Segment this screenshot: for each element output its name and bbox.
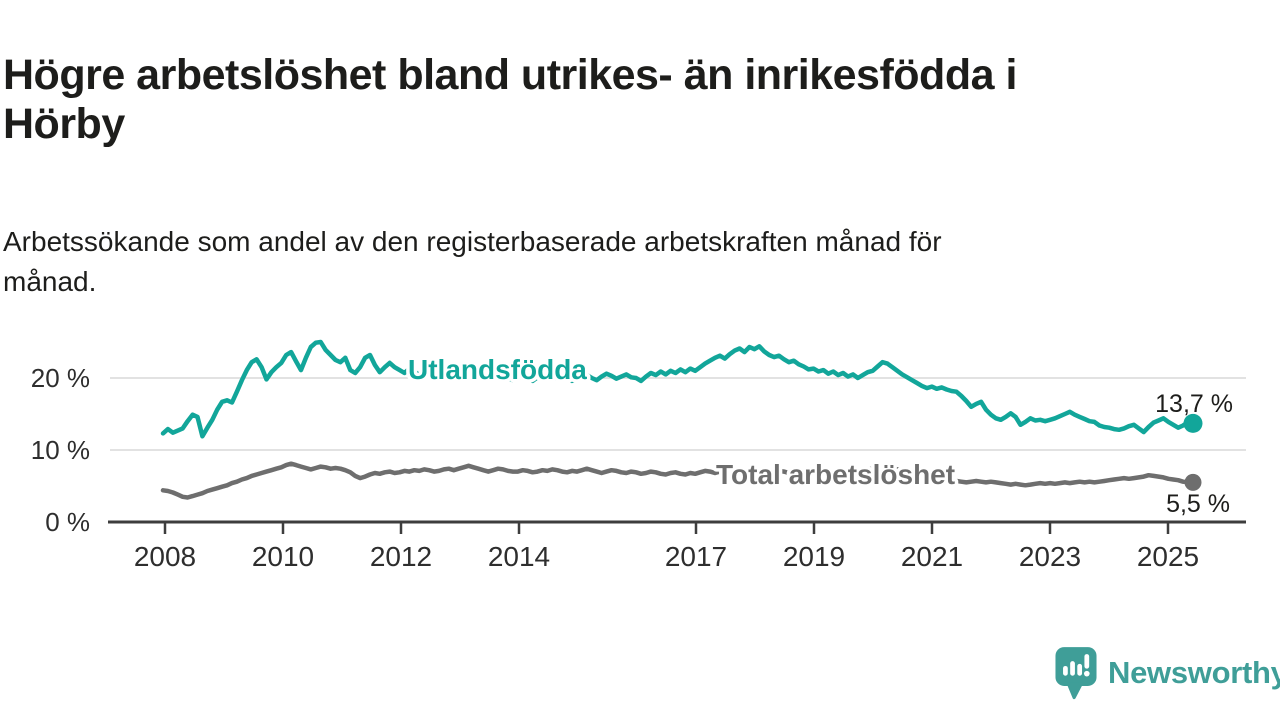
logo-bar-1 (1063, 665, 1068, 676)
x-axis: 2008 2010 2012 2014 2017 2019 2021 2023 2025 (108, 520, 1246, 572)
utlandsfodda-series-label: Utlandsfödda (408, 354, 587, 385)
x-axis-label-2010: 2010 (252, 541, 314, 572)
utlandsfodda-end-dot (1183, 413, 1203, 433)
page-subtitle-line-1: Arbetssökande som andel av den registerb… (3, 226, 942, 257)
logo-bar-2 (1070, 661, 1075, 676)
x-axis-label-2019: 2019 (783, 541, 845, 572)
page-title: Högre arbetslöshet bland utrikes- än inr… (3, 51, 1223, 149)
x-axis-label-2021: 2021 (901, 541, 963, 572)
page-title-line-2: Hörby (3, 99, 125, 148)
total-arbetsloshet-line (160, 461, 1196, 500)
y-axis-label-0: 0 % (45, 507, 90, 537)
gridlines (110, 377, 1246, 451)
newsworthy-wordmark: Newsworthy (1108, 655, 1280, 690)
page-subtitle: Arbetssökande som andel av den registerb… (3, 222, 1223, 302)
x-axis-label-2012: 2012 (370, 541, 432, 572)
logo-exclamation-stem (1084, 654, 1090, 669)
logo-bar-3 (1077, 663, 1083, 676)
y-axis-label-10: 10 % (31, 435, 90, 465)
x-axis-label-2008: 2008 (134, 541, 196, 572)
x-axis-label-2017: 2017 (665, 541, 727, 572)
y-axis-labels: 0 % 10 % 20 % (31, 363, 90, 537)
total-end-value-label: 5,5 % (1166, 490, 1230, 518)
newsworthy-logo-icon (1055, 647, 1097, 700)
x-axis-label-2014: 2014 (488, 541, 550, 572)
y-axis-label-20: 20 % (31, 363, 90, 393)
page-subtitle-line-2: månad. (3, 266, 97, 297)
newsworthy-logo[interactable]: Newsworthy (1054, 646, 1280, 700)
logo-exclamation-dot (1083, 670, 1090, 677)
total-series-label: Total arbetslöshet (716, 459, 955, 490)
page-title-line-1: Högre arbetslöshet bland utrikes- än inr… (3, 50, 1017, 99)
utlandsfodda-end-value-label: 13,7 % (1155, 390, 1233, 418)
total-end-dot (1184, 473, 1202, 491)
x-axis-label-2025: 2025 (1137, 541, 1199, 572)
x-axis-label-2023: 2023 (1019, 541, 1081, 572)
utlandsfodda-line (160, 339, 1196, 439)
